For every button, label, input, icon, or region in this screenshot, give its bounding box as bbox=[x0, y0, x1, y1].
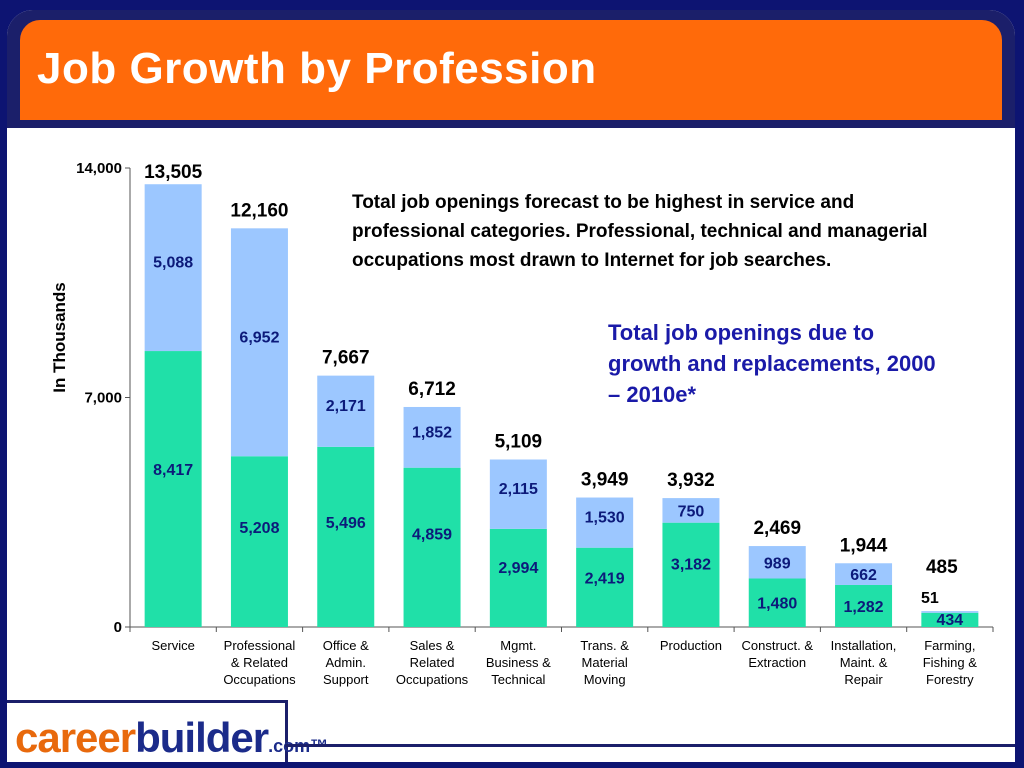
header-title-bar bbox=[20, 20, 1002, 120]
bar-base-segment bbox=[403, 467, 461, 627]
y-axis-label: In Thousands bbox=[50, 282, 69, 393]
bar-base-label: 5,496 bbox=[326, 515, 366, 532]
bar-total-label: 485 bbox=[926, 557, 958, 578]
bar-base-segment bbox=[576, 547, 634, 627]
bar-top-segment bbox=[576, 497, 634, 548]
bar-top-segment bbox=[144, 184, 202, 352]
bar-total-label: 1,944 bbox=[840, 535, 888, 556]
bar-base-segment bbox=[144, 351, 202, 627]
x-tick-label: Related bbox=[410, 655, 455, 670]
bar-base-label: 1,282 bbox=[844, 599, 884, 616]
bar-top-label: 750 bbox=[678, 503, 705, 520]
x-tick-label: Service bbox=[151, 638, 194, 653]
bar-total-label: 2,469 bbox=[753, 518, 801, 539]
x-tick-label: Maint. & bbox=[840, 655, 888, 670]
bar-total-label: 12,160 bbox=[230, 200, 288, 221]
bar-base-segment bbox=[748, 578, 806, 627]
bar-base-label: 1,480 bbox=[757, 596, 797, 613]
bar-total-label: 5,109 bbox=[495, 431, 543, 452]
x-tick-label: Fishing & bbox=[923, 655, 978, 670]
footer-divider bbox=[285, 744, 1015, 747]
bar-top-segment bbox=[489, 459, 547, 529]
x-tick-label: Technical bbox=[491, 672, 545, 687]
bar-base-label: 3,182 bbox=[671, 557, 711, 574]
x-tick-label: Admin. bbox=[326, 655, 366, 670]
bar-top-label: 662 bbox=[850, 567, 877, 584]
bar-top-label: 2,171 bbox=[326, 398, 366, 415]
x-tick-label: Sales & bbox=[410, 638, 455, 653]
logo-frame bbox=[7, 700, 288, 762]
bar-base-segment bbox=[489, 528, 547, 627]
x-tick-label: Material bbox=[582, 655, 628, 670]
bar-base-label: 2,419 bbox=[585, 570, 625, 587]
bar-base-segment bbox=[317, 446, 375, 627]
bar-base-label: 4,859 bbox=[412, 526, 452, 543]
y-tick-label: 0 bbox=[114, 619, 122, 636]
bar-top-segment bbox=[748, 546, 806, 579]
y-tick-label: 7,000 bbox=[84, 390, 122, 407]
x-tick-label: Farming, bbox=[924, 638, 975, 653]
chart-caption: Total job openings forecast to be highes… bbox=[352, 192, 928, 271]
x-tick-label: Forestry bbox=[926, 672, 974, 687]
bar-base-segment bbox=[230, 456, 288, 627]
bar-base-label: 5,208 bbox=[239, 520, 279, 537]
x-tick-label: Occupations bbox=[396, 672, 469, 687]
bar-top-label: 989 bbox=[764, 555, 791, 572]
bar-top-label: 1,852 bbox=[412, 424, 452, 441]
bar-top-segment bbox=[230, 228, 288, 457]
x-tick-label: & Related bbox=[231, 655, 288, 670]
x-tick-label: Business & bbox=[486, 655, 551, 670]
bar-total-label: 7,667 bbox=[322, 348, 370, 369]
x-tick-label: Installation, bbox=[831, 638, 897, 653]
bar-top-label: 51 bbox=[921, 590, 939, 607]
y-tick-label: 14,000 bbox=[76, 160, 122, 177]
bar-base-segment bbox=[662, 522, 720, 627]
slide-canvas: Job Growth by Profession 0 7,000 14,000 In … bbox=[7, 10, 1015, 762]
bar-total-label: 3,932 bbox=[667, 470, 715, 491]
bar-base-label: 8,417 bbox=[153, 462, 193, 479]
x-tick-label: Extraction bbox=[748, 655, 806, 670]
x-tick-label: Repair bbox=[844, 672, 883, 687]
bar-top-segment bbox=[403, 406, 461, 468]
bar-top-segment bbox=[662, 498, 720, 523]
bar-base-label: 434 bbox=[936, 612, 963, 629]
bar-total-label: 13,505 bbox=[144, 162, 203, 183]
bar-total-label: 3,949 bbox=[581, 470, 629, 491]
x-tick-label: Occupations bbox=[223, 672, 296, 687]
bar-base-segment bbox=[921, 612, 979, 627]
x-tick-label: Production bbox=[660, 638, 722, 653]
bar-top-label: 6,952 bbox=[239, 329, 279, 346]
x-tick-label: Moving bbox=[584, 672, 626, 687]
bar-top-segment bbox=[921, 611, 979, 613]
bar-top-label: 1,530 bbox=[585, 510, 625, 527]
bar-base-label: 2,994 bbox=[498, 560, 538, 577]
x-tick-label: Office & bbox=[323, 638, 369, 653]
logo-part-builder: builder bbox=[135, 714, 269, 761]
x-tick-label: Mgmt. bbox=[500, 638, 536, 653]
page-title: Job Growth by Profession bbox=[37, 44, 597, 93]
bar-base-segment bbox=[835, 584, 893, 627]
header-band: Job Growth by Profession bbox=[7, 10, 1015, 128]
bar-total-label: 6,712 bbox=[408, 379, 456, 400]
logo-part-career: career bbox=[15, 714, 136, 761]
bar-top-label: 2,115 bbox=[499, 481, 538, 498]
x-tick-label: Support bbox=[323, 672, 369, 687]
x-tick-label: Construct. & bbox=[741, 638, 813, 653]
x-tick-label: Professional bbox=[224, 638, 296, 653]
stacked-bar-chart: 0 7,000 14,000 In Thousands 8,417 5,088 13,505… bbox=[50, 160, 994, 687]
x-tick-label: Trans. & bbox=[580, 638, 629, 653]
careerbuilder-logo: careerbuilder.com™ bbox=[15, 714, 328, 762]
bar-top-segment bbox=[835, 563, 893, 585]
bar-top-segment bbox=[317, 375, 375, 447]
chart-subcaption: Total job openings due to growth and rep… bbox=[608, 320, 936, 407]
bar-top-label: 5,088 bbox=[153, 255, 193, 272]
